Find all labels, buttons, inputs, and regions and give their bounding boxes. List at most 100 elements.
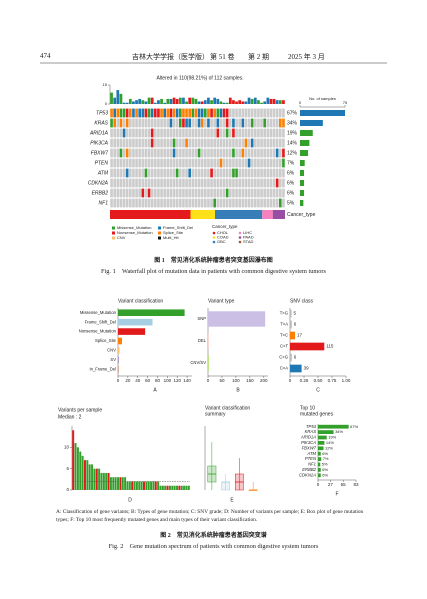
mutation-cell — [122, 128, 126, 138]
gene-sample-bar — [300, 110, 346, 116]
panel-title: SNV class — [290, 298, 314, 304]
mutation-cell — [229, 158, 232, 168]
mutation-cell — [219, 118, 223, 128]
tmb-bar — [228, 97, 232, 104]
date: 2025 年 3 月 — [288, 53, 325, 61]
bar-label: 67% — [350, 424, 358, 429]
mutation-cell — [119, 148, 123, 158]
mutation-cell — [157, 128, 160, 138]
mutation-cell — [188, 138, 191, 148]
mutation-cell — [275, 118, 279, 128]
mutation-cell — [157, 198, 160, 208]
mutation-cell — [210, 188, 213, 198]
mutation-cell — [254, 148, 257, 158]
x-tick-label: 0.75 — [328, 378, 337, 383]
fig1-caption-cn: 图 1 常见消化系统肿瘤患者突变基因瀑布图 — [154, 258, 273, 264]
mutation-cell — [257, 128, 260, 138]
mutation-cell — [119, 128, 123, 138]
mutation-cell — [219, 178, 223, 188]
mutation-cell — [160, 138, 163, 148]
mutation-cell — [135, 168, 138, 178]
bar — [154, 481, 157, 490]
mutation-cell — [188, 118, 191, 128]
bar — [109, 477, 112, 490]
mutation-cell — [147, 128, 151, 138]
mutation-cell — [110, 118, 113, 128]
mutation-cell — [166, 198, 170, 208]
mutation-cell — [191, 148, 195, 158]
mutation-cell — [113, 128, 116, 138]
mutation-cell — [244, 128, 248, 138]
mutation-cell — [154, 138, 157, 148]
mutation-cell — [129, 138, 132, 148]
mutation-cell — [169, 138, 173, 148]
bar-label: 6% — [322, 467, 328, 472]
bar — [290, 331, 296, 340]
mutation-cell — [182, 128, 185, 138]
mutation-cell — [147, 188, 151, 198]
mutation-cell — [182, 108, 185, 118]
tmb-bar — [166, 98, 170, 104]
mutation-cell — [219, 158, 223, 168]
panel-title: Variant classification — [118, 298, 163, 304]
legend-swatch — [158, 231, 161, 235]
mutation-cell — [138, 138, 141, 148]
bar — [161, 485, 164, 490]
mutation-cell — [125, 178, 129, 188]
mutation-cell — [244, 178, 248, 188]
mutation-cell — [254, 118, 257, 128]
mutation-cell — [260, 188, 263, 198]
mutation-cell — [150, 178, 154, 188]
tmb-bar — [178, 97, 182, 104]
bar — [93, 468, 96, 490]
mutation-cell — [260, 168, 263, 178]
mutation-cell — [279, 178, 282, 188]
bar — [140, 481, 143, 490]
tmb-bar — [147, 97, 151, 104]
mutation-cell — [282, 108, 285, 118]
mutation-cell — [244, 148, 248, 158]
mutation-cell — [122, 118, 126, 128]
mutation-cell — [282, 178, 285, 188]
mutation-cell — [129, 118, 132, 128]
mutation-cell — [113, 178, 116, 188]
mutation-cell — [222, 178, 226, 188]
panel-letter: E — [230, 497, 234, 503]
tmb-bar — [244, 101, 248, 104]
cancer-type-segment — [190, 210, 215, 219]
bar-label: 34% — [335, 429, 343, 434]
mutation-cell — [200, 158, 204, 168]
mutation-cell — [169, 128, 173, 138]
category-label: C>G — [279, 355, 288, 360]
mutation-cell — [135, 158, 138, 168]
mutation-cell — [219, 198, 223, 208]
mutation-cell — [204, 108, 207, 118]
mutation-cell — [247, 138, 251, 148]
mutation-cell — [216, 138, 220, 148]
x-tick-label: 0 — [289, 378, 292, 383]
mutation-cell — [241, 198, 245, 208]
x-tick-label: 20 — [125, 378, 131, 383]
category-label: PIK3CA — [301, 440, 316, 445]
mutation-cell — [147, 108, 151, 118]
bar — [168, 485, 171, 490]
mutation-cell — [275, 158, 279, 168]
mutation-cell — [154, 168, 157, 178]
mutation-cell — [257, 158, 260, 168]
mutation-cell — [266, 148, 270, 158]
mutation-cell — [119, 198, 123, 208]
mutation-cell — [275, 108, 279, 118]
mutation-cell — [116, 118, 120, 128]
mutation-cell — [116, 188, 120, 198]
tmb-tick-label: 0 — [105, 101, 108, 106]
bar — [318, 446, 324, 451]
mutation-cell — [141, 178, 145, 188]
bar — [143, 481, 145, 490]
tmb-bar — [222, 102, 226, 104]
mutation-cell — [222, 138, 226, 148]
panel-letter: D — [128, 497, 132, 503]
page-number: 474 — [40, 52, 51, 60]
mutation-cell — [191, 128, 195, 138]
mutation-cell — [135, 188, 138, 198]
mutation-cell — [210, 128, 213, 138]
